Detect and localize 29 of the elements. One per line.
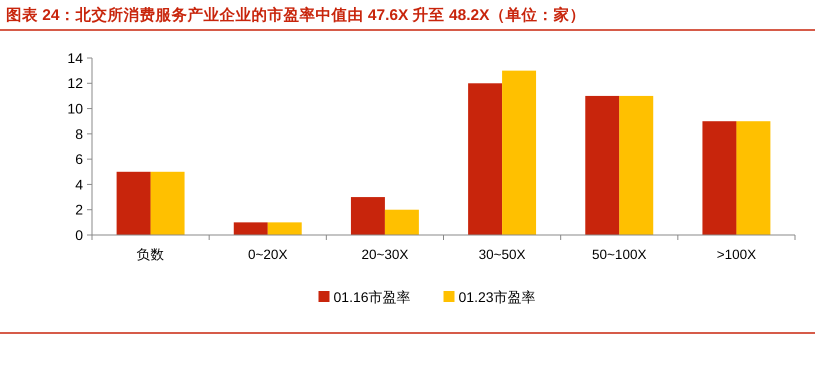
y-tick-label: 4	[75, 176, 84, 192]
bar	[736, 121, 770, 235]
bar	[150, 172, 185, 235]
y-tick-label: 0	[75, 226, 84, 243]
x-tick-label: 30~50X	[478, 247, 526, 262]
y-tick-label: 10	[67, 100, 84, 116]
bar	[268, 222, 302, 235]
bar	[350, 197, 385, 235]
bar	[502, 70, 536, 235]
bar	[384, 210, 419, 235]
x-tick-label: 20~30X	[361, 247, 408, 262]
bar	[468, 83, 502, 235]
x-tick-label: 0~20X	[248, 247, 288, 262]
bar	[234, 222, 268, 235]
chart-title: 图表 24：北交所消费服务产业企业的市盈率中值由 47.6X 升至 48.2X（单位：家）	[6, 5, 586, 24]
legend-label: 01.16市盈率	[334, 288, 411, 305]
bar	[619, 96, 654, 235]
y-tick-label: 8	[75, 126, 84, 142]
x-tick-label: 50~100X	[592, 247, 646, 262]
y-tick-label: 6	[75, 151, 84, 168]
bar	[702, 121, 736, 235]
y-tick-label: 14	[67, 50, 84, 66]
y-tick-label: 2	[75, 202, 84, 218]
bar	[116, 172, 151, 235]
bar	[585, 96, 620, 235]
y-tick-label: 12	[67, 75, 84, 92]
legend-label: 01.23市盈率	[458, 288, 536, 305]
x-tick-label: 负数	[136, 247, 165, 262]
x-tick-label: >100X	[716, 247, 756, 262]
